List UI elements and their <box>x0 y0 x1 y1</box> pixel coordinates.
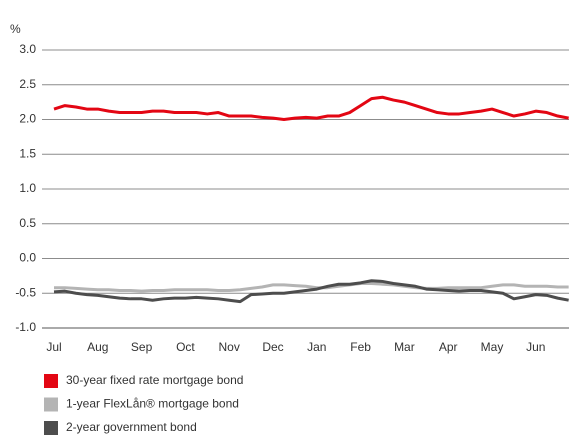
x-tick-label: Oct <box>176 340 195 354</box>
y-tick-label: 3.0 <box>19 42 36 56</box>
x-tick-label: Mar <box>394 340 415 354</box>
line-series <box>54 282 569 293</box>
legend-label: 30-year fixed rate mortgage bond <box>66 373 243 387</box>
line-series <box>53 279 569 304</box>
x-tick-label: Aug <box>87 340 108 354</box>
x-tick-label: Jun <box>526 340 545 354</box>
legend-swatch <box>44 397 58 412</box>
y-axis-unit: % <box>10 22 21 36</box>
x-tick-label: Sep <box>131 340 153 354</box>
y-tick-label: 2.0 <box>19 112 36 126</box>
legend-label: 1-year FlexLån® mortgage bond <box>66 397 239 411</box>
x-tick-label: Jan <box>307 340 326 354</box>
x-tick-label: Jul <box>46 340 61 354</box>
x-tick-label: Apr <box>439 340 458 354</box>
x-tick-label: Dec <box>262 340 283 354</box>
y-tick-label: 0.0 <box>19 251 36 265</box>
y-tick-label: -0.5 <box>15 285 36 299</box>
x-tick-label: Nov <box>219 340 240 354</box>
legend-label: 2-year government bond <box>66 420 197 434</box>
y-tick-label: 1.5 <box>19 146 36 160</box>
y-tick-label: 1.0 <box>19 181 36 195</box>
y-tick-label: -1.0 <box>15 320 36 334</box>
legend-swatch <box>44 374 58 388</box>
x-tick-label: May <box>481 340 504 354</box>
y-tick-label: 0.5 <box>19 216 36 230</box>
legend-swatch <box>44 421 58 435</box>
y-tick-label: 2.5 <box>19 77 36 91</box>
line-series <box>53 95 569 121</box>
x-tick-label: Feb <box>350 340 371 354</box>
